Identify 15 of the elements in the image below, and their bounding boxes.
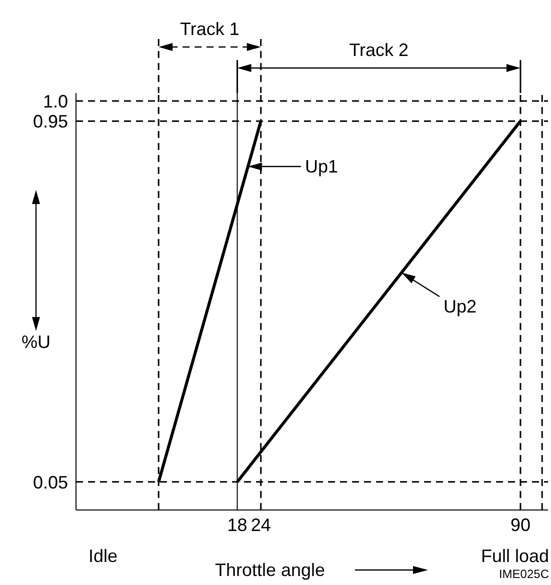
y-tick-label: 0.05 xyxy=(32,472,68,492)
y-tick-label: 0.95 xyxy=(32,111,68,132)
y-tick-label: 1.0 xyxy=(42,91,68,112)
y-axis-title: %U xyxy=(21,332,51,352)
text: Track 2 xyxy=(349,40,409,60)
x-axis-title: Throttle angle xyxy=(214,560,326,580)
legend-label: Up1 xyxy=(304,156,338,177)
text: Full load xyxy=(480,546,549,566)
text: Track 1 xyxy=(180,19,240,39)
x-tick-label: 24 xyxy=(250,514,271,535)
x-tick-label: 90 xyxy=(510,514,530,535)
text: Idle xyxy=(88,546,118,566)
text: IME025C xyxy=(498,567,550,581)
text: Up2 xyxy=(444,296,477,317)
x-tick-label: 18 xyxy=(227,514,248,535)
